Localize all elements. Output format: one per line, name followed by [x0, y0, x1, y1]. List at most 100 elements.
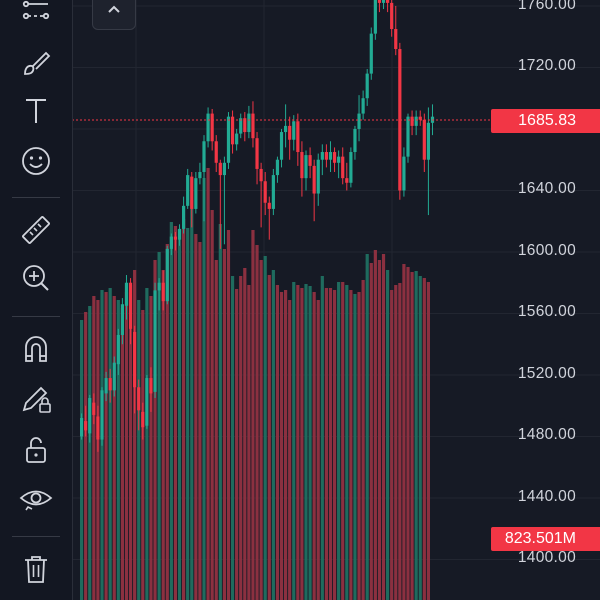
unlock-icon	[18, 432, 54, 473]
candle	[239, 118, 243, 134]
volume-bar	[161, 270, 165, 600]
candle	[394, 29, 398, 50]
volume-bar	[173, 226, 178, 600]
volume-bar	[141, 310, 145, 600]
volume-bar	[137, 300, 141, 600]
candle	[169, 236, 173, 249]
candle	[235, 133, 239, 145]
lock-drawings-button[interactable]	[10, 378, 62, 422]
eye-visibility-icon	[18, 480, 54, 521]
candle	[230, 116, 235, 145]
volume-bar	[300, 288, 304, 600]
candle	[328, 152, 333, 160]
candle	[353, 128, 357, 153]
drawing-toolbar	[0, 0, 73, 600]
candle	[198, 172, 202, 179]
volume-bar	[251, 230, 255, 600]
volume-bar	[288, 300, 292, 600]
ruler-button[interactable]	[10, 210, 62, 254]
price-axis-label: 1720.00	[517, 57, 576, 75]
volume-bar	[398, 283, 402, 600]
collapse-button[interactable]	[92, 0, 136, 30]
text-tool-button[interactable]	[10, 91, 62, 135]
volume-bar	[210, 210, 214, 600]
volume-bar	[108, 288, 112, 600]
volume-bar	[406, 267, 410, 600]
volume-bar	[226, 230, 231, 600]
volume-bar	[353, 294, 357, 600]
volume-bar	[198, 242, 202, 600]
volume-bar	[394, 285, 398, 600]
price-chart-area[interactable]: 1760.001720.001680.001640.001600.001560.…	[72, 0, 600, 600]
volume-bar	[157, 252, 161, 600]
candle	[210, 113, 214, 142]
volume-bar	[80, 320, 84, 600]
candle	[369, 33, 373, 74]
volume-bar	[373, 250, 377, 600]
candle	[361, 98, 365, 114]
trash-button[interactable]	[10, 549, 62, 593]
candle	[267, 202, 271, 209]
volume-bar	[263, 256, 267, 600]
candle	[324, 152, 328, 160]
magnet-button[interactable]	[10, 329, 62, 373]
volume-bar	[324, 288, 328, 600]
volume-bar	[349, 290, 353, 600]
unlock-button[interactable]	[10, 430, 62, 474]
volume-bar	[247, 285, 251, 600]
candle	[410, 116, 414, 126]
volume-bar	[124, 292, 129, 600]
volume-bar	[410, 272, 414, 600]
volume-bar	[337, 282, 341, 600]
candle	[226, 116, 231, 163]
candle	[194, 178, 198, 209]
candle	[173, 236, 178, 240]
candlestick-chart[interactable]	[72, 0, 600, 600]
candle	[202, 141, 206, 173]
candle	[373, 0, 377, 34]
candle	[96, 416, 100, 440]
price-axis-label: 1760.00	[517, 0, 576, 13]
volume-bar	[422, 278, 426, 600]
zoom-in-button[interactable]	[10, 258, 62, 302]
candle	[255, 138, 259, 169]
candle	[145, 378, 149, 426]
volume-bar	[133, 270, 137, 600]
brush-button[interactable]	[10, 43, 62, 87]
candle	[390, 2, 394, 30]
price-axis-label: 1480.00	[517, 426, 576, 444]
volume-tag: 823.501M	[491, 527, 600, 551]
volume-bar	[259, 260, 263, 600]
visibility-button[interactable]	[10, 478, 62, 522]
ruler-measure-icon	[18, 212, 54, 253]
emoji-button[interactable]	[10, 141, 62, 185]
volume-bar	[169, 222, 173, 600]
candle	[88, 398, 92, 434]
volume-bar	[120, 308, 124, 600]
volume-bar	[390, 290, 394, 600]
volume-bar	[275, 285, 280, 600]
candle	[357, 113, 361, 129]
volume-bar	[182, 219, 186, 600]
candle	[214, 141, 218, 163]
candle	[279, 132, 284, 160]
volume-bar	[116, 300, 120, 600]
candle	[345, 178, 349, 183]
trend-line-tools-button[interactable]	[10, 0, 62, 38]
candle	[149, 378, 153, 394]
candle	[182, 205, 186, 229]
candle	[100, 390, 104, 440]
volume-bar	[88, 306, 92, 600]
candle	[377, 0, 382, 3]
volume-bar	[402, 264, 406, 600]
volume-bar	[243, 268, 247, 600]
candle	[112, 362, 116, 391]
candle	[247, 113, 251, 133]
toolbar-divider	[12, 316, 60, 317]
volume-bar	[414, 271, 418, 600]
candle	[263, 181, 267, 203]
volume-bar	[284, 290, 288, 600]
volume-bar	[84, 312, 88, 600]
candle	[414, 116, 418, 126]
candle	[104, 378, 108, 394]
